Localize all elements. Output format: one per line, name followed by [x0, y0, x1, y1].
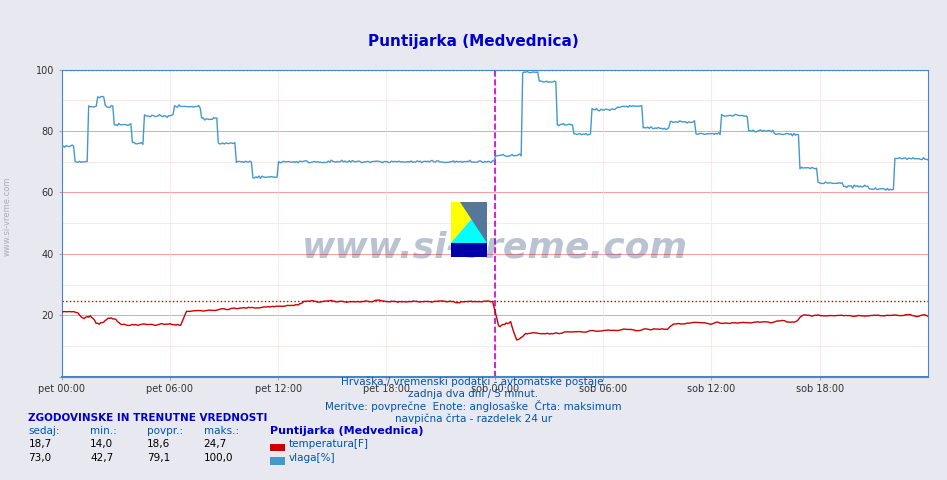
Text: sedaj:: sedaj:: [28, 426, 60, 436]
Text: min.:: min.:: [90, 426, 116, 436]
Text: 79,1: 79,1: [147, 453, 170, 463]
Text: navpična črta - razdelek 24 ur: navpična črta - razdelek 24 ur: [395, 414, 552, 424]
Polygon shape: [460, 202, 487, 243]
Text: Meritve: povprečne  Enote: anglosaške  Črta: maksimum: Meritve: povprečne Enote: anglosaške Črt…: [325, 400, 622, 412]
Text: 14,0: 14,0: [90, 439, 113, 449]
Text: 24,7: 24,7: [204, 439, 227, 449]
Text: Puntijarka (Medvednica): Puntijarka (Medvednica): [368, 35, 579, 49]
Text: maks.:: maks.:: [204, 426, 239, 436]
Text: vlaga[%]: vlaga[%]: [289, 453, 335, 463]
Text: povpr.:: povpr.:: [147, 426, 183, 436]
Text: 42,7: 42,7: [90, 453, 114, 463]
Text: ZGODOVINSKE IN TRENUTNE VREDNOSTI: ZGODOVINSKE IN TRENUTNE VREDNOSTI: [28, 413, 268, 423]
Polygon shape: [451, 202, 487, 243]
Text: 18,7: 18,7: [28, 439, 52, 449]
Text: 18,6: 18,6: [147, 439, 170, 449]
Polygon shape: [451, 202, 487, 243]
Text: www.si-vreme.com: www.si-vreme.com: [3, 176, 12, 256]
Text: 73,0: 73,0: [28, 453, 51, 463]
Text: Hrvaška / vremenski podatki - avtomatske postaje.: Hrvaška / vremenski podatki - avtomatske…: [341, 376, 606, 387]
Text: zadnja dva dni / 5 minut.: zadnja dva dni / 5 minut.: [408, 389, 539, 399]
Text: Puntijarka (Medvednica): Puntijarka (Medvednica): [270, 426, 423, 436]
Text: temperatura[F]: temperatura[F]: [289, 439, 368, 449]
Text: www.si-vreme.com: www.si-vreme.com: [302, 231, 688, 265]
Text: 100,0: 100,0: [204, 453, 233, 463]
Polygon shape: [451, 243, 487, 257]
